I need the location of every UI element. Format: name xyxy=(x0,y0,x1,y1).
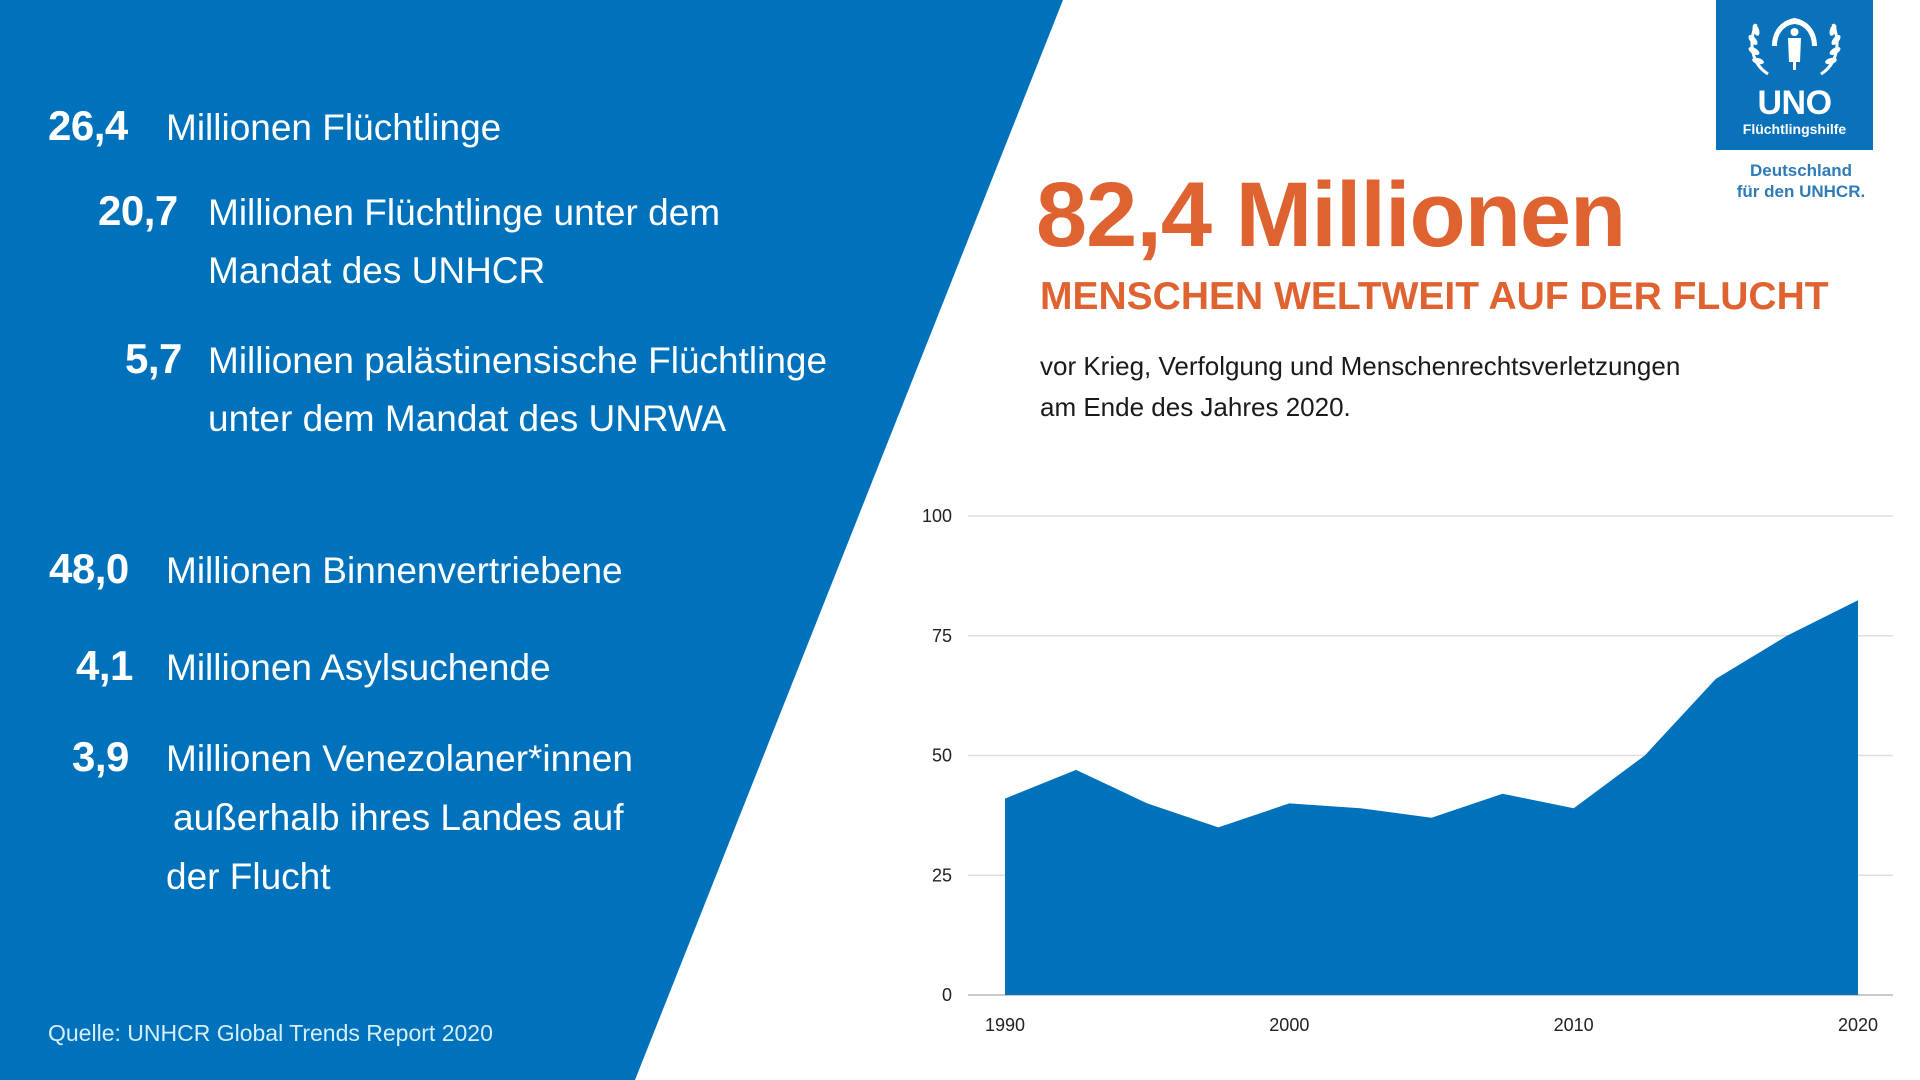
chart-y-axis: 0 25 50 75 100 xyxy=(922,506,952,1005)
logo-title: UNO xyxy=(1757,84,1832,122)
logo-tagline-line: Deutschland xyxy=(1749,161,1853,180)
x-tick-label: 2020 xyxy=(1838,1015,1878,1035)
stat-label-line: Millionen palästinensische Flüchtlinge xyxy=(208,340,828,381)
stat-label: Millionen Asylsuchende xyxy=(166,647,551,688)
stat-number: 48,0 xyxy=(49,545,129,592)
headline-total: 82,4 Millionen xyxy=(1036,164,1626,266)
y-tick-label: 75 xyxy=(932,626,952,646)
y-tick-label: 50 xyxy=(932,746,952,766)
headline-subtitle: MENSCHEN WELTWEIT AUF DER FLUCHT xyxy=(1040,275,1829,318)
logo-subtitle: Flüchtlingshilfe xyxy=(1742,121,1847,137)
stat-number: 26,4 xyxy=(48,102,128,149)
stat-label-line: Millionen Flüchtlinge unter dem xyxy=(208,192,721,233)
diagonal-blue-panel xyxy=(0,0,1063,1080)
y-tick-label: 25 xyxy=(932,865,952,885)
x-tick-label: 2000 xyxy=(1269,1015,1309,1035)
logo-tagline-line: für den UNHCR. xyxy=(1736,182,1866,201)
description-line: vor Krieg, Verfolgung und Menschenrechts… xyxy=(1040,351,1681,381)
y-tick-label: 100 xyxy=(922,506,952,526)
stat-label-line: der Flucht xyxy=(166,856,331,897)
chart-area-series xyxy=(1004,600,1859,995)
stat-label-line: Mandat des UNHCR xyxy=(208,250,546,291)
stat-number: 5,7 xyxy=(125,335,182,382)
stat-number: 3,9 xyxy=(72,733,129,780)
source-note: Quelle: UNHCR Global Trends Report 2020 xyxy=(48,1020,493,1046)
stat-label: Millionen Flüchtlinge xyxy=(166,107,502,148)
description-line: am Ende des Jahres 2020. xyxy=(1040,392,1351,422)
chart-x-axis: 1990 2000 2010 2020 xyxy=(985,1015,1878,1035)
stat-number: 4,1 xyxy=(76,642,133,689)
stat-number: 20,7 xyxy=(98,187,178,234)
logo-tagline: Deutschland für den UNHCR. xyxy=(1716,160,1886,202)
area-series-fill xyxy=(1005,600,1858,995)
unhcr-emblem-icon xyxy=(1748,18,1841,76)
uno-fluechtlingshilfe-logo[interactable]: UNO Flüchtlingshilfe xyxy=(1716,0,1873,150)
x-tick-label: 1990 xyxy=(985,1015,1025,1035)
stat-label-line: Millionen Venezolaner*innen xyxy=(166,738,633,779)
stat-label-line: unter dem Mandat des UNRWA xyxy=(208,398,727,439)
stat-label: Millionen Binnenvertriebene xyxy=(166,550,623,591)
x-tick-label: 2010 xyxy=(1554,1015,1594,1035)
headline-description: vor Krieg, Verfolgung und Menschenrechts… xyxy=(1040,346,1680,428)
y-tick-label: 0 xyxy=(942,985,952,1005)
stat-label-line: außerhalb ihres Landes auf xyxy=(173,797,624,838)
